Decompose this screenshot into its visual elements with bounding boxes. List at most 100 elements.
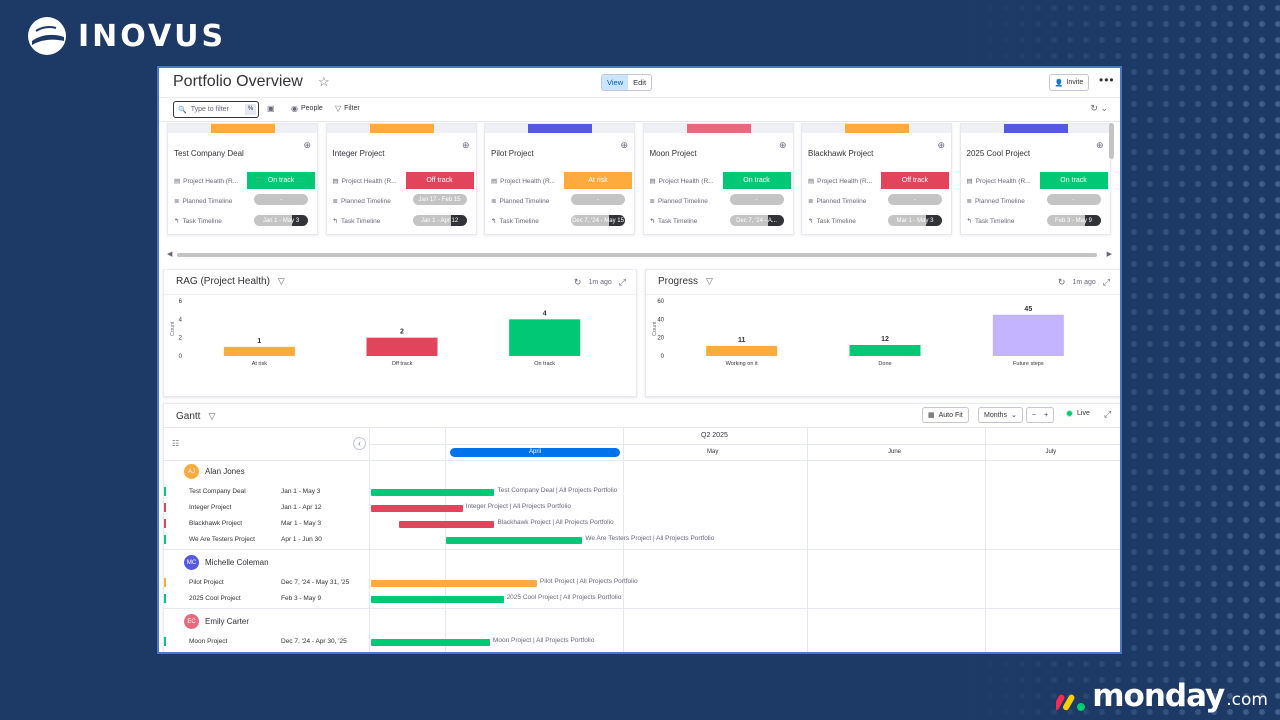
- project-card[interactable]: Test Company Deal ⊕ ▤ Project Health (R... ≣…: [167, 123, 318, 235]
- people-filter-button[interactable]: ◉ People: [291, 104, 323, 113]
- status-badge[interactable]: Off track: [405, 172, 474, 189]
- chart-bar[interactable]: [992, 314, 1064, 356]
- gantt-item-row[interactable]: Blackhawk Project Mar 1 - May 3: [164, 516, 370, 532]
- task-field-label: ↰ Task Timeline: [491, 217, 539, 226]
- more-options-icon[interactable]: •••: [1099, 73, 1115, 87]
- card-title: Pilot Project: [491, 149, 534, 158]
- group-owner-name: Alan Jones: [205, 467, 245, 476]
- gantt-bar[interactable]: [371, 488, 495, 496]
- filter-button[interactable]: ▽ Filter: [335, 104, 360, 113]
- chart-bar[interactable]: [849, 345, 921, 356]
- scroll-right-icon[interactable]: ▶: [1106, 251, 1112, 258]
- gantt-item-row[interactable]: Integer Project Jan 1 - Apr 12: [164, 500, 370, 516]
- vertical-scrollbar[interactable]: [1109, 123, 1114, 159]
- bar-value-label: 4: [543, 310, 547, 317]
- card-title: Integer Project: [332, 149, 385, 158]
- progress-chart-widget: Progress ▽ ↻ 1m ago ⤢ 0 20 40 60 Count 11 Work…: [645, 269, 1120, 397]
- funnel-icon[interactable]: ▽: [277, 276, 285, 286]
- project-card[interactable]: 2025 Cool Project ⊕ ▤ Project Health (R... ≣…: [959, 123, 1111, 235]
- row-color-marker: [164, 503, 166, 512]
- collapse-panel-icon[interactable]: ‹: [353, 437, 366, 450]
- scroll-thumb[interactable]: [177, 253, 1097, 257]
- gantt-bar[interactable]: [446, 536, 583, 544]
- add-update-icon[interactable]: ⊕: [937, 140, 945, 150]
- inovus-wordmark: INOVUS: [78, 18, 227, 54]
- planned-timeline-pill[interactable]: -: [1046, 194, 1101, 205]
- star-icon[interactable]: ☆: [318, 74, 330, 89]
- add-update-icon[interactable]: ⊕: [1095, 140, 1104, 150]
- zoom-out-icon[interactable]: −: [1032, 411, 1037, 419]
- gantt-bar[interactable]: [371, 579, 537, 587]
- task-timeline-pill[interactable]: Jan 1 - May 3: [254, 215, 308, 226]
- scroll-left-icon[interactable]: ◀: [167, 251, 173, 258]
- task-timeline-pill[interactable]: Feb 3 - May 9: [1046, 215, 1101, 226]
- month-gridline: [807, 428, 808, 652]
- month-gridline: [623, 428, 624, 652]
- refresh-icon[interactable]: ↻: [1057, 277, 1066, 287]
- gantt-item-row[interactable]: 2025 Cool Project Feb 3 - May 9: [164, 591, 370, 607]
- add-update-icon[interactable]: ⊕: [778, 140, 787, 150]
- chart-bar[interactable]: [223, 346, 295, 356]
- funnel-icon[interactable]: ▽: [706, 276, 713, 286]
- gantt-bar[interactable]: [371, 595, 504, 603]
- card-color-strip: [643, 124, 793, 133]
- filter-input[interactable]: 🔍 Type to filter %: [173, 101, 259, 118]
- gantt-item-row[interactable]: Test Company Deal Jan 1 - May 3: [164, 484, 370, 500]
- chart-bar[interactable]: [366, 337, 438, 356]
- add-update-icon[interactable]: ⊕: [461, 140, 470, 150]
- gantt-group-header[interactable]: AJ Alan Jones: [184, 464, 245, 479]
- gantt-bar[interactable]: [371, 638, 490, 646]
- save-filter-icon[interactable]: ▣: [267, 104, 275, 113]
- status-badge[interactable]: On track: [247, 172, 315, 189]
- task-timeline-pill[interactable]: Dec 7, '24 - May 15: [571, 215, 625, 226]
- project-card[interactable]: Pilot Project ⊕ ▤ Project Health (R... ≣ Plan…: [484, 123, 635, 235]
- edit-mode-button[interactable]: Edit: [633, 78, 647, 87]
- add-update-icon[interactable]: ⊕: [303, 140, 311, 150]
- gantt-item-dates: Jan 1 - May 3: [281, 488, 321, 495]
- months-scale-select[interactable]: Months ⌄: [978, 407, 1023, 423]
- planned-timeline-pill[interactable]: -: [888, 194, 942, 205]
- expand-icon[interactable]: ⤢: [1102, 277, 1110, 287]
- horizontal-scrollbar[interactable]: ◀ ▶: [167, 250, 1112, 259]
- status-badge[interactable]: On track: [722, 172, 791, 189]
- project-card[interactable]: Integer Project ⊕ ▤ Project Health (R... ≣ Pl…: [325, 123, 477, 235]
- planned-timeline-pill[interactable]: Jan 17 - Feb 15: [412, 194, 467, 205]
- chart-bar[interactable]: [706, 345, 778, 356]
- filter-label: Filter: [344, 105, 360, 112]
- funnel-icon[interactable]: ▽: [208, 411, 216, 421]
- gantt-item-row[interactable]: Moon Project Dec 7, '24 - Apr 30, '25: [164, 634, 370, 650]
- inovus-mark-icon: [28, 17, 66, 55]
- planned-timeline-pill[interactable]: -: [729, 194, 784, 205]
- status-badge[interactable]: On track: [1039, 172, 1108, 189]
- auto-fit-button[interactable]: ▦ Auto Fit: [922, 407, 969, 423]
- refresh-icon[interactable]: ↻ ⌄: [1090, 103, 1108, 113]
- task-timeline-pill[interactable]: Dec 7, '24 - A...: [729, 215, 784, 226]
- task-timeline-pill[interactable]: Mar 1 - May 3: [888, 215, 942, 226]
- planned-timeline-pill[interactable]: -: [571, 194, 625, 205]
- expand-icon[interactable]: ⤢: [1104, 409, 1112, 419]
- refresh-icon[interactable]: ↻: [573, 277, 582, 287]
- live-indicator[interactable]: Live: [1066, 410, 1090, 417]
- gantt-bar[interactable]: [399, 520, 495, 528]
- view-mode-button[interactable]: View: [602, 75, 629, 90]
- list-icon[interactable]: ☷: [172, 439, 180, 448]
- gantt-group-header[interactable]: EC Emily Carter: [184, 614, 249, 629]
- gantt-item-row[interactable]: We Are Testers Project Apr 1 - Jun 30: [164, 532, 370, 548]
- add-update-icon[interactable]: ⊕: [620, 140, 628, 150]
- gantt-group-header[interactable]: MC Michelle Coleman: [184, 555, 269, 570]
- invite-button[interactable]: 👤 Invite: [1049, 74, 1089, 91]
- project-card[interactable]: Moon Project ⊕ ▤ Project Health (R... ≣ Plann…: [642, 123, 794, 235]
- expand-icon[interactable]: ⤢: [618, 277, 626, 287]
- bar-value-label: 1: [257, 338, 261, 345]
- chart-bar[interactable]: [509, 319, 581, 356]
- status-badge[interactable]: At risk: [564, 172, 632, 189]
- task-timeline-pill[interactable]: Jan 1 - Apr 12: [412, 215, 467, 226]
- health-field-label: ▤ Project Health (R...: [966, 177, 1031, 186]
- planned-timeline-pill[interactable]: -: [254, 194, 308, 205]
- zoom-in-icon[interactable]: +: [1044, 411, 1049, 419]
- gantt-bar[interactable]: [371, 504, 463, 512]
- project-card[interactable]: Blackhawk Project ⊕ ▤ Project Health (R... ≣…: [801, 123, 952, 235]
- quarter-label: Q2 2025: [701, 432, 728, 439]
- status-badge[interactable]: Off track: [881, 172, 949, 189]
- gantt-item-row[interactable]: Pilot Project Dec 7, '24 - May 31, '25: [164, 575, 370, 591]
